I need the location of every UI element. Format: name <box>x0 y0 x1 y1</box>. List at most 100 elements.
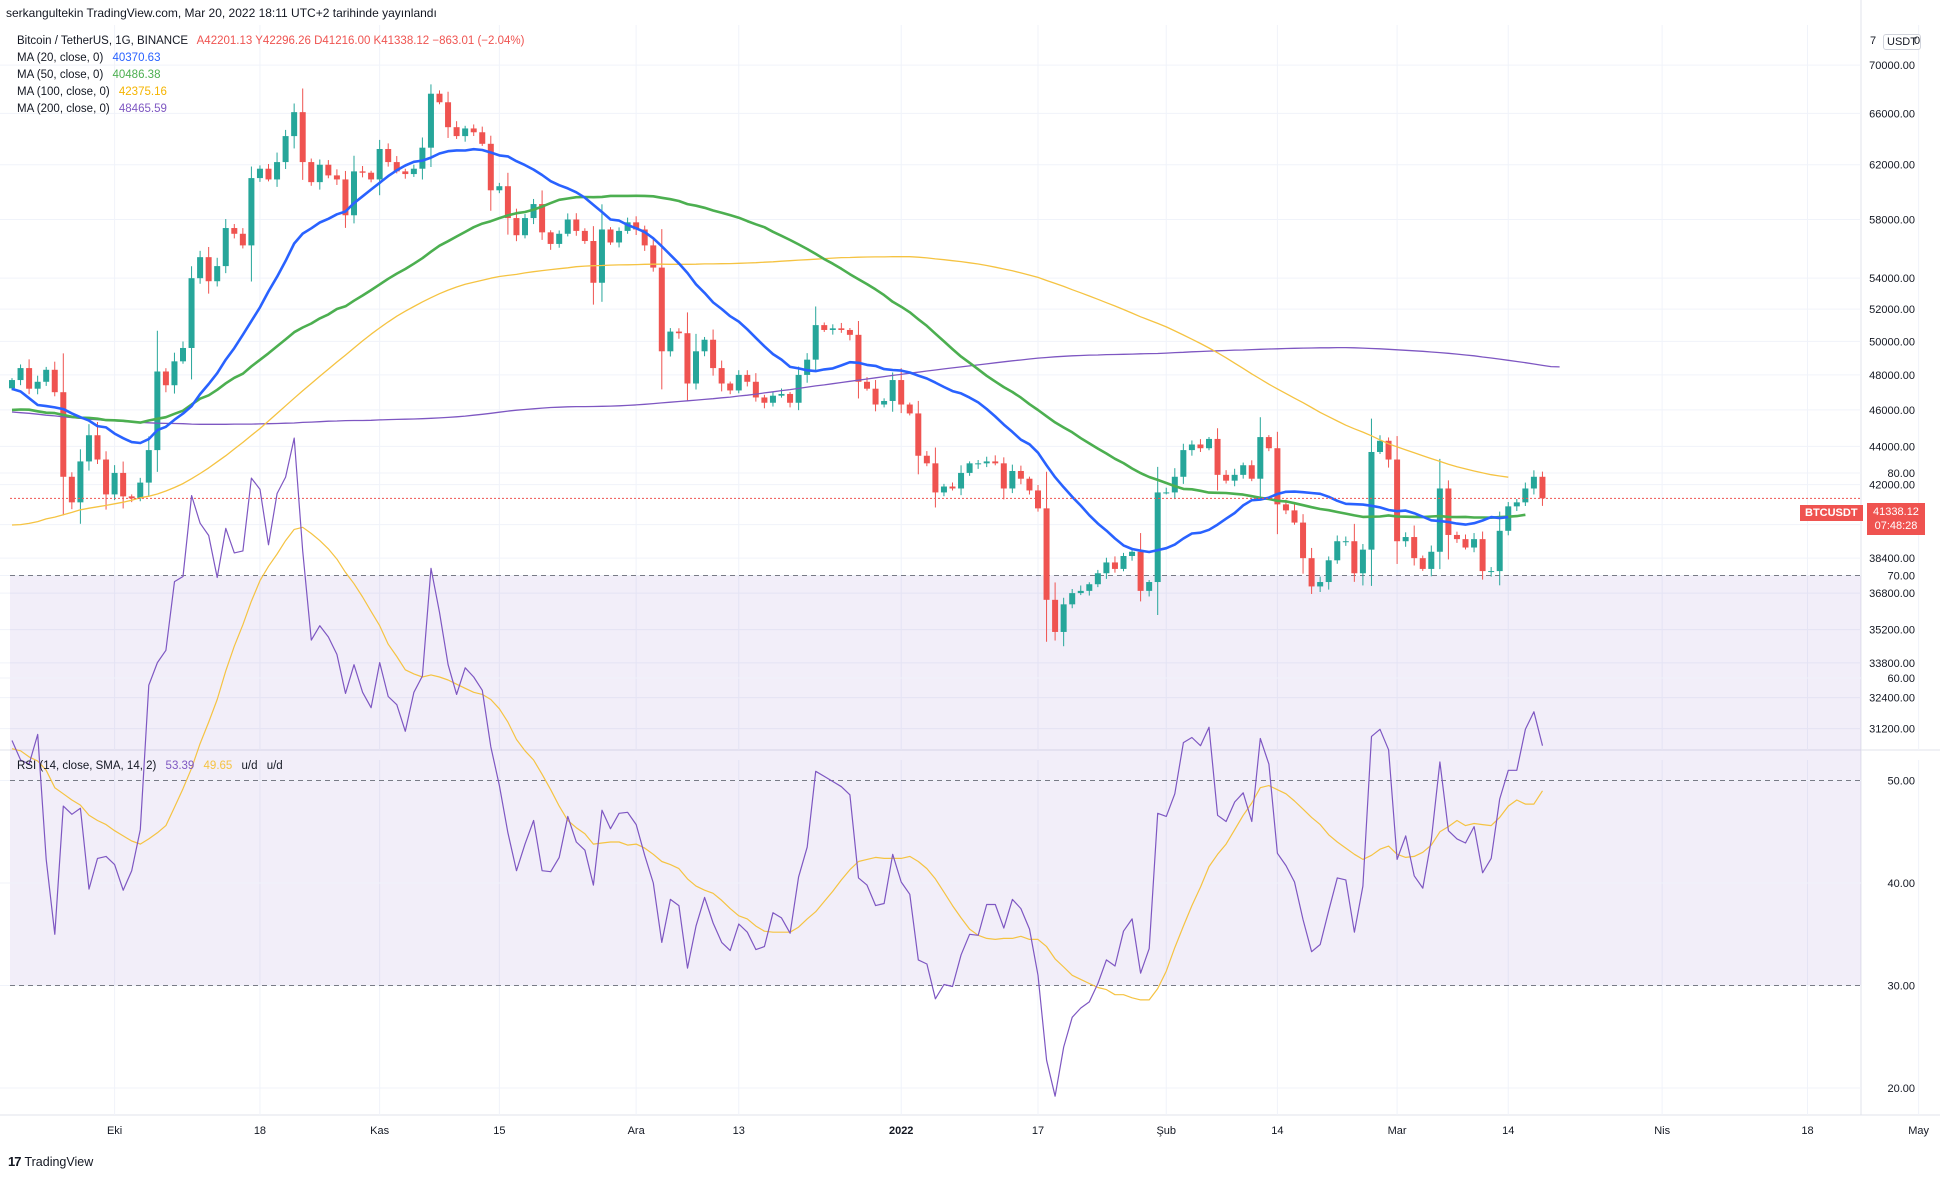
ma200-label: MA (200, close, 0) <box>17 103 110 115</box>
ma50-row[interactable]: MA (50, close, 0) 40486.38 <box>17 67 524 84</box>
candle-body <box>752 381 759 398</box>
symbol-label: Bitcoin / TetherUS, 1G, BINANCE <box>17 35 189 47</box>
candle-body <box>154 371 161 451</box>
candle-body <box>9 380 15 389</box>
candle-body <box>1496 530 1503 572</box>
candle-body <box>675 331 682 334</box>
candle-body <box>333 175 340 180</box>
time-tick-label: 18 <box>254 1125 266 1137</box>
candle-body <box>744 374 751 382</box>
currency-selector[interactable]: USDT <box>1883 34 1921 50</box>
candle-body <box>291 112 298 137</box>
rsi-value: 53.39 <box>165 760 195 772</box>
price-tick-label: 54000.00 <box>1869 273 1915 285</box>
candle-body <box>462 128 469 137</box>
candle-body <box>94 435 101 460</box>
rsi-tick-label: 40.00 <box>1887 878 1915 890</box>
candle-body <box>761 397 768 403</box>
candle-body <box>1017 470 1024 479</box>
candle-body <box>445 102 452 128</box>
candle-body <box>1180 450 1187 477</box>
ma100-label: MA (100, close, 0) <box>17 86 110 98</box>
candle-body <box>581 230 588 242</box>
time-tick-label: Mar <box>1388 1125 1407 1137</box>
candle-body <box>1248 465 1255 479</box>
candle-body <box>1120 556 1127 569</box>
candle-body <box>1488 571 1495 573</box>
time-tick-label: Şub <box>1156 1125 1176 1137</box>
candle-body <box>171 361 178 386</box>
candle-body <box>60 392 67 477</box>
candle-body <box>898 380 905 405</box>
candle-body <box>1060 604 1067 632</box>
ma50-line <box>11 194 1526 519</box>
candle-body <box>504 186 511 219</box>
candle-body <box>539 204 546 233</box>
candle-body <box>1265 437 1272 449</box>
price-tick-label: 46000.00 <box>1869 405 1915 417</box>
price-axis-top-partial-right: 0 <box>1914 35 1921 47</box>
candle-body <box>1077 590 1084 594</box>
candle-body <box>427 93 434 148</box>
candle-body <box>308 162 315 183</box>
candle-body <box>1009 470 1016 489</box>
candle-body <box>1086 584 1093 591</box>
ma100-row[interactable]: MA (100, close, 0) 42375.16 <box>17 84 524 101</box>
price-tick-label: 44000.00 <box>1869 441 1915 453</box>
candle-body <box>453 127 460 137</box>
candle-body <box>222 228 229 267</box>
price-tick-label: 66000.00 <box>1869 108 1915 120</box>
price-tick-label: 48000.00 <box>1869 370 1915 382</box>
candle-body <box>812 325 819 360</box>
candle-body <box>616 230 623 243</box>
rsi-legend[interactable]: RSI (14, close, SMA, 14, 2) 53.39 49.65 … <box>17 760 289 772</box>
ma20-row[interactable]: MA (20, close, 0) 40370.63 <box>17 50 524 67</box>
candle-body <box>1137 551 1144 591</box>
main-legend: Bitcoin / TetherUS, 1G, BINANCE A42201.1… <box>17 33 524 118</box>
candle-body <box>205 257 212 282</box>
candle-body <box>915 413 922 456</box>
symbol-price-tag: BTCUSDT <box>1800 505 1863 521</box>
candle-body <box>906 404 913 414</box>
candle-body <box>949 486 956 489</box>
candle-body <box>1035 490 1041 509</box>
candle-body <box>1317 582 1324 587</box>
candle-body <box>829 328 836 330</box>
candle-body <box>855 334 862 382</box>
candle-body <box>77 461 84 503</box>
candle-body <box>940 486 947 493</box>
candles <box>9 84 1546 647</box>
candle-body <box>992 461 999 464</box>
candle-body <box>864 381 870 389</box>
rsi-tick-label: 80.00 <box>1887 468 1915 480</box>
candle-body <box>598 229 605 283</box>
candle-body <box>1522 488 1529 503</box>
candle-body <box>1479 539 1486 572</box>
ma20-label: MA (20, close, 0) <box>17 52 104 64</box>
ma200-row[interactable]: MA (200, close, 0) 48465.59 <box>17 101 524 118</box>
ma200-value: 48465.59 <box>118 103 167 115</box>
candle-body <box>624 222 631 231</box>
candle-body <box>128 496 135 499</box>
ma100-line <box>11 256 1509 526</box>
price-axis-top-partial: 7 <box>1870 35 1877 47</box>
rsi-sma-line <box>11 526 1544 1001</box>
candle-body <box>1453 534 1460 540</box>
candle-body <box>932 463 939 493</box>
candle-body <box>1257 437 1264 479</box>
price-tick-label: 32400.00 <box>1869 693 1915 705</box>
candle-body <box>872 388 879 405</box>
last-price-value: 41338.12 <box>1873 506 1919 518</box>
time-tick-label: Eki <box>107 1125 122 1137</box>
candle-body <box>1282 504 1289 511</box>
candle-body <box>1428 551 1435 569</box>
tradingview-brand[interactable]: 17 TradingView <box>8 1154 93 1169</box>
candle-body <box>881 400 888 405</box>
candle-body <box>197 257 204 279</box>
candle-body <box>838 328 845 330</box>
candle-body <box>351 171 357 216</box>
candle-body <box>1385 440 1392 460</box>
candle-body <box>1069 593 1076 605</box>
candle-body <box>26 368 33 389</box>
